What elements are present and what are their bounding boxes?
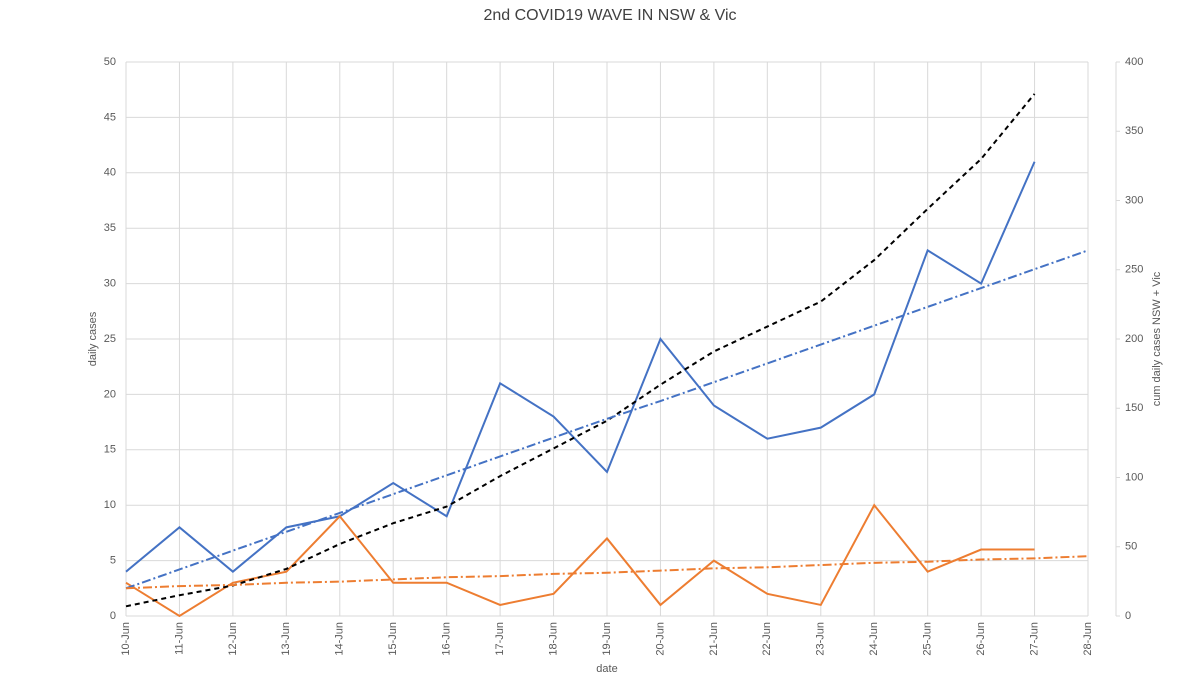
x-axis-label: date xyxy=(596,663,617,675)
x-tick-label: 22-Jun xyxy=(761,622,773,656)
y2-tick-label: 50 xyxy=(1125,541,1137,553)
x-tick-label: 18-Jun xyxy=(547,622,559,656)
x-tick-label: 23-Jun xyxy=(815,622,827,656)
y-tick-label: 15 xyxy=(104,444,116,456)
x-tick-label: 12-Jun xyxy=(227,622,239,656)
x-tick-label: 10-Jun xyxy=(120,622,132,656)
x-tick-label: 24-Jun xyxy=(868,622,880,656)
y2-tick-label: 0 xyxy=(1125,610,1131,622)
y-tick-label: 20 xyxy=(104,388,116,400)
y-tick-label: 50 xyxy=(104,56,116,68)
chart-title: 2nd COVID19 WAVE IN NSW & Vic xyxy=(483,7,736,24)
y2-tick-label: 350 xyxy=(1125,125,1143,137)
y-tick-label: 40 xyxy=(104,167,116,179)
y-tick-label: 10 xyxy=(104,499,116,511)
series-line xyxy=(125,555,1089,590)
y-tick-label: 45 xyxy=(104,111,116,123)
y2-tick-label: 300 xyxy=(1125,194,1143,206)
y2-tick-label: 400 xyxy=(1125,56,1143,68)
x-tick-label: 13-Jun xyxy=(280,622,292,656)
x-tick-label: 15-Jun xyxy=(387,622,399,656)
y-tick-label: 5 xyxy=(110,555,116,567)
y2-tick-label: 150 xyxy=(1125,402,1143,414)
x-tick-label: 11-Jun xyxy=(173,622,185,655)
x-tick-label: 27-Jun xyxy=(1028,622,1040,656)
series-line xyxy=(125,93,1036,608)
y-axis-label: daily cases xyxy=(87,311,99,366)
y2-axis-label: cum daily cases NSW + Vic xyxy=(1151,271,1163,406)
x-tick-label: 26-Jun xyxy=(975,622,987,656)
x-tick-label: 25-Jun xyxy=(922,622,934,656)
x-tick-label: 19-Jun xyxy=(601,622,613,656)
y2-tick-label: 100 xyxy=(1125,471,1143,483)
x-tick-label: 28-Jun xyxy=(1082,622,1094,656)
y2-tick-label: 200 xyxy=(1125,333,1143,345)
series-line xyxy=(125,503,1035,618)
y2-tick-label: 250 xyxy=(1125,264,1143,276)
x-tick-label: 20-Jun xyxy=(654,622,666,656)
x-tick-label: 16-Jun xyxy=(441,622,453,656)
x-tick-label: 17-Jun xyxy=(494,622,506,656)
y-tick-label: 30 xyxy=(104,278,116,290)
y-tick-label: 25 xyxy=(104,333,116,345)
y-tick-label: 35 xyxy=(104,222,116,234)
x-tick-label: 21-Jun xyxy=(708,622,720,656)
y-tick-label: 0 xyxy=(110,610,116,622)
x-tick-label: 14-Jun xyxy=(334,622,346,656)
series-line xyxy=(125,161,1036,573)
